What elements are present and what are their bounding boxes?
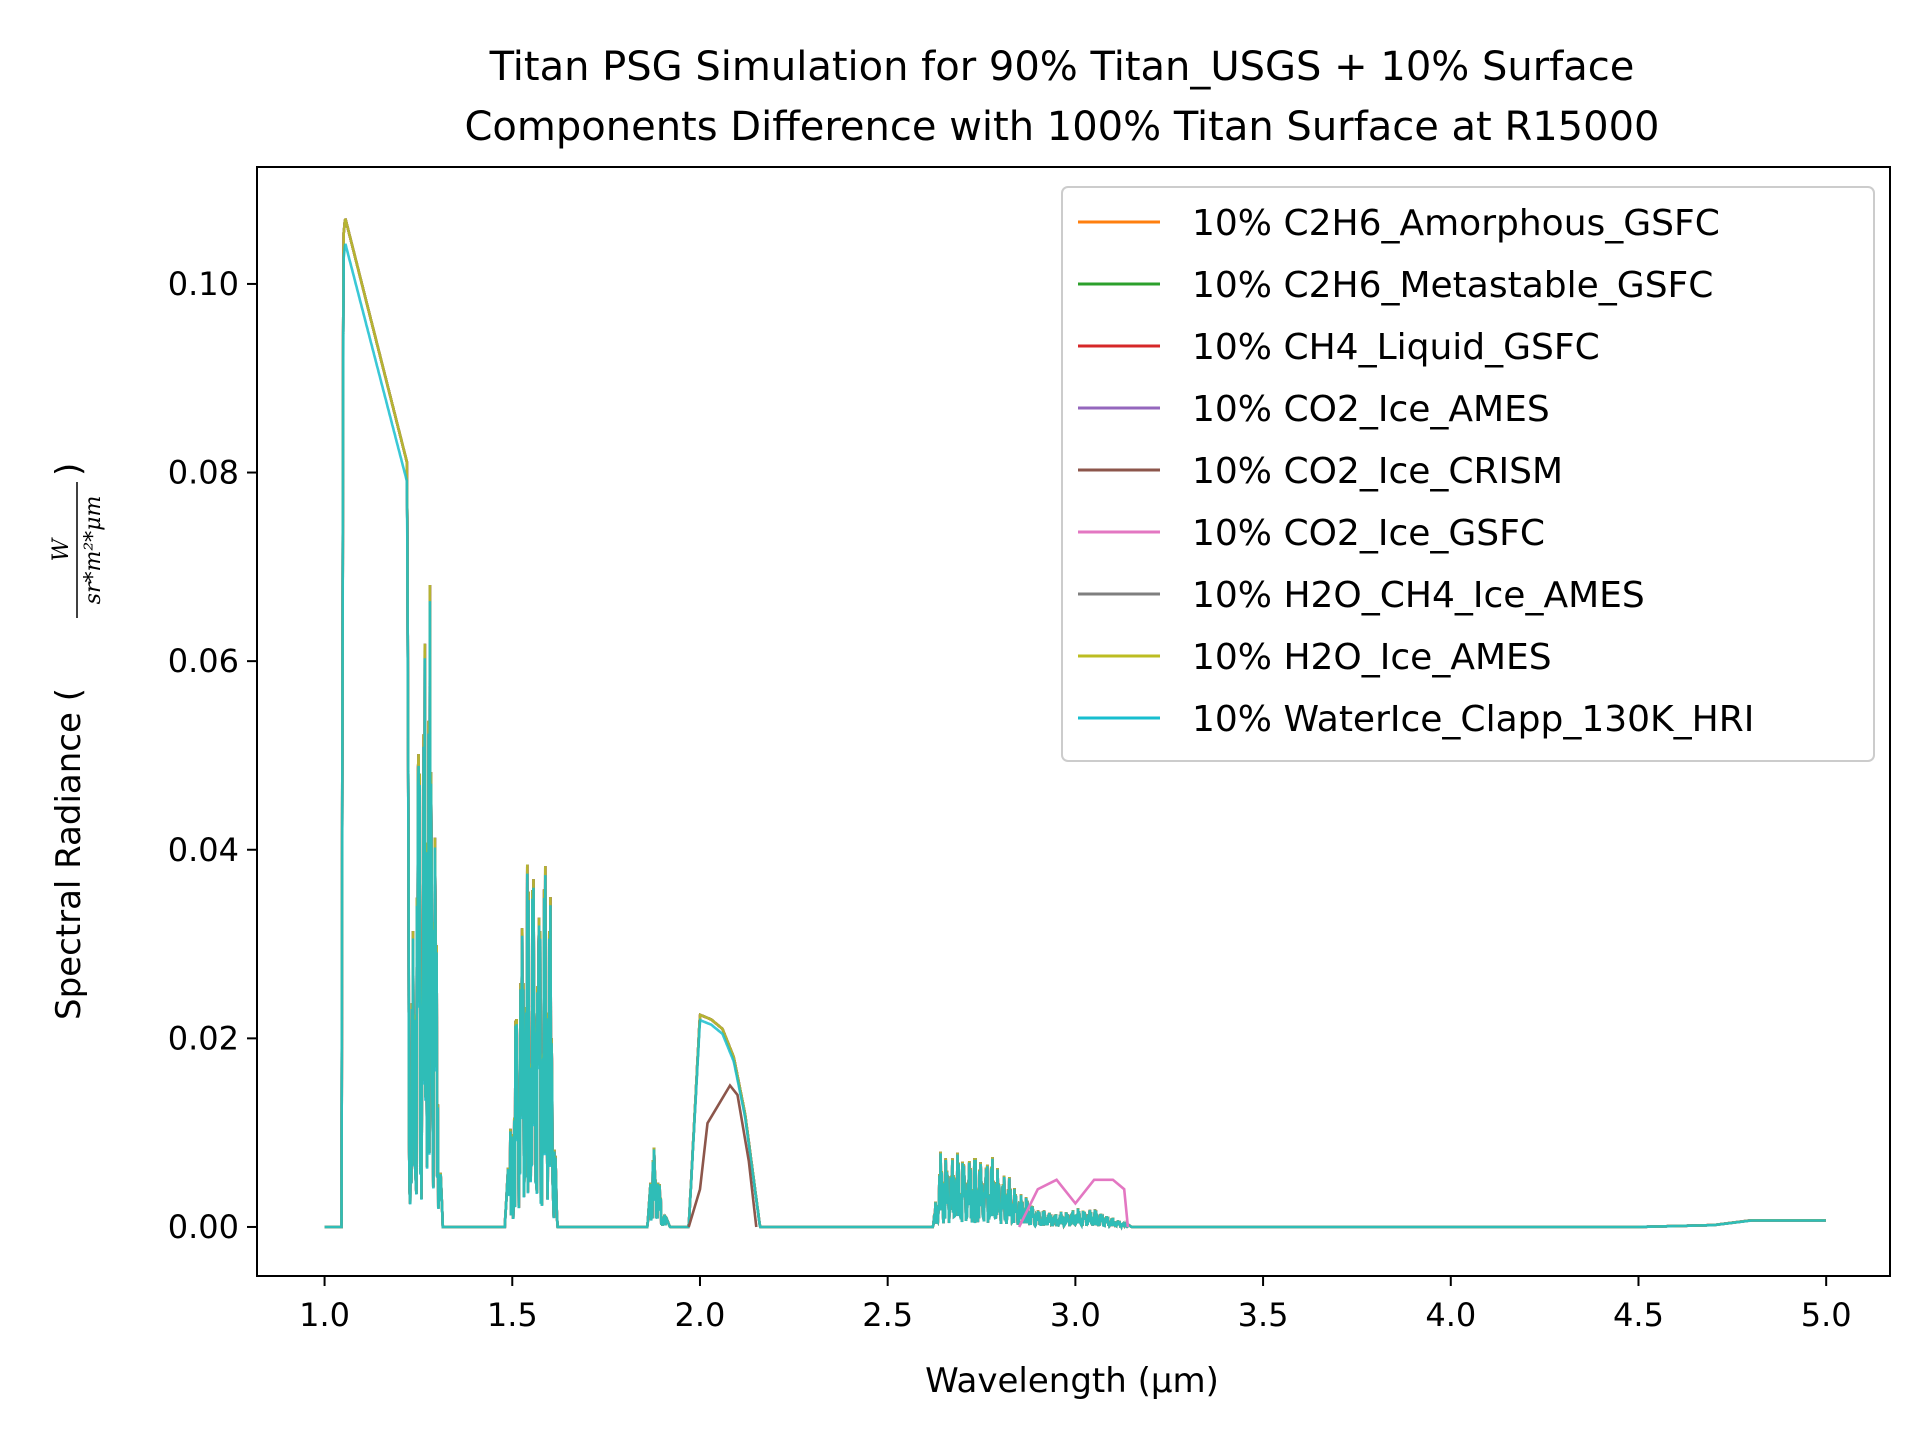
- legend-label: 10% WaterIce_Clapp_130K_HRI: [1192, 699, 1754, 740]
- legend: 10% C2H6_Amorphous_GSFC 10% C2H6_Metastab…: [1061, 186, 1875, 762]
- legend-item: 10% CO2_Ice_CRISM: [1078, 451, 1563, 492]
- legend-label: 10% CO2_Ice_CRISM: [1192, 451, 1563, 492]
- y-axis-label: Spectral Radiance ( W sr*m²*μm ): [49, 463, 106, 1020]
- y-tick-label: 0.00: [168, 1208, 239, 1246]
- x-tick-label: 2.0: [675, 1296, 726, 1334]
- legend-item: 10% H2O_Ice_AMES: [1078, 637, 1552, 678]
- plot-frame: [256, 166, 1891, 1277]
- y-axis: 0.00 0.02 0.04 0.06 0.08 0.10: [168, 265, 257, 1246]
- x-tick-label: 1.5: [487, 1296, 538, 1334]
- x-tick-label: 4.5: [1613, 1296, 1664, 1334]
- legend-item: 10% CO2_Ice_AMES: [1078, 389, 1550, 430]
- feature-line-2: [1017, 1178, 1130, 1228]
- legend-item: 10% WaterIce_Clapp_130K_HRI: [1078, 699, 1754, 740]
- legend-label: 10% H2O_CH4_Ice_AMES: [1192, 575, 1645, 616]
- legend-item: 10% CO2_Ice_GSFC: [1078, 513, 1545, 554]
- x-tick-label: 1.0: [299, 1296, 350, 1334]
- x-tick-label: 2.5: [862, 1296, 913, 1334]
- chart-title: Titan PSG Simulation for 90% Titan_USGS …: [465, 44, 1660, 150]
- feature-line-1: [687, 1083, 758, 1228]
- y-tick-label: 0.06: [168, 642, 239, 680]
- legend-item: 10% CH4_Liquid_GSFC: [1078, 327, 1600, 368]
- x-tick-label: 4.0: [1425, 1296, 1476, 1334]
- legend-label: 10% H2O_Ice_AMES: [1192, 637, 1552, 678]
- x-tick-label: 3.5: [1238, 1296, 1289, 1334]
- legend-label: 10% CH4_Liquid_GSFC: [1192, 327, 1600, 368]
- chart-title-line2: Components Difference with 100% Titan Su…: [465, 104, 1660, 150]
- plot-lines: [324, 218, 1826, 1231]
- y-axis-label-close: ): [49, 463, 89, 476]
- chart-title-line1: Titan PSG Simulation for 90% Titan_USGS …: [489, 44, 1635, 90]
- legend-label: 10% CO2_Ice_GSFC: [1192, 513, 1545, 554]
- y-tick-label: 0.04: [168, 831, 239, 869]
- y-tick-label: 0.02: [168, 1019, 239, 1057]
- legend-item: 10% H2O_CH4_Ice_AMES: [1078, 575, 1645, 616]
- legend-label: 10% C2H6_Amorphous_GSFC: [1192, 203, 1720, 244]
- x-tick-label: 5.0: [1801, 1296, 1852, 1334]
- y-axis-unit-denominator: sr*m²*μm: [81, 496, 106, 605]
- x-axis-label: Wavelength (μm): [925, 1361, 1219, 1401]
- y-tick-label: 0.08: [168, 454, 239, 492]
- legend-box: [1061, 186, 1875, 762]
- legend-item: 10% C2H6_Amorphous_GSFC: [1078, 203, 1720, 244]
- y-axis-unit-numerator: W: [49, 536, 74, 561]
- legend-label: 10% CO2_Ice_AMES: [1192, 389, 1550, 430]
- legend-label: 10% C2H6_Metastable_GSFC: [1192, 265, 1713, 306]
- series-line-9: [324, 243, 1826, 1231]
- legend-item: 10% C2H6_Metastable_GSFC: [1078, 265, 1713, 306]
- x-axis: 1.0 1.5 2.0 2.5 3.0 3.5 4.0 4.5 5.0: [299, 1276, 1852, 1334]
- x-tick-label: 3.0: [1050, 1296, 1101, 1334]
- y-axis-label-text: Spectral Radiance (: [49, 688, 89, 1020]
- y-tick-label: 0.10: [168, 265, 239, 303]
